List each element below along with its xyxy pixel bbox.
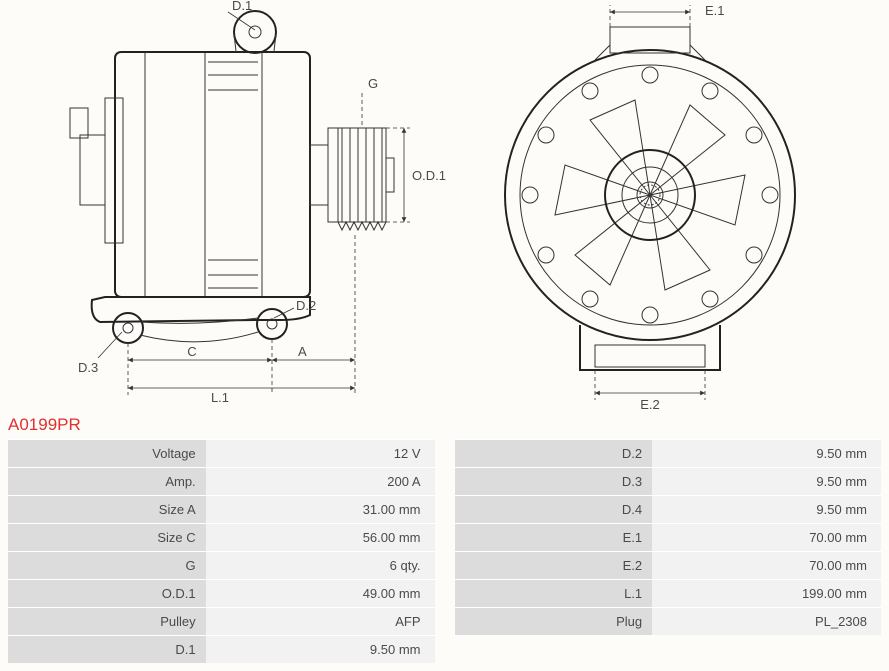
spec-row: Size C56.00 mm	[8, 523, 435, 551]
spec-label: Voltage	[8, 440, 206, 467]
label-od1: O.D.1	[412, 168, 446, 183]
part-number: A0199PR	[8, 415, 889, 435]
spec-value: 9.50 mm	[652, 468, 881, 495]
spec-row: Voltage12 V	[8, 439, 435, 467]
spec-row: O.D.149.00 mm	[8, 579, 435, 607]
spec-label: D.3	[455, 468, 653, 495]
spec-row: E.270.00 mm	[455, 551, 882, 579]
spec-row: D.19.50 mm	[8, 635, 435, 663]
spec-label: D.4	[455, 496, 653, 523]
spec-label: Plug	[455, 608, 653, 635]
spec-row: PlugPL_2308	[455, 607, 882, 635]
spec-label: E.1	[455, 524, 653, 551]
label-e1: E.1	[705, 3, 725, 18]
spec-row: E.170.00 mm	[455, 523, 882, 551]
spec-value: 70.00 mm	[652, 524, 881, 551]
spec-row: D.39.50 mm	[455, 467, 882, 495]
spec-value: 199.00 mm	[652, 580, 881, 607]
label-d2: D.2	[296, 298, 316, 313]
spec-value: 6 qty.	[206, 552, 435, 579]
spec-row: Size A31.00 mm	[8, 495, 435, 523]
spec-label: E.2	[455, 552, 653, 579]
spec-value: 9.50 mm	[206, 636, 435, 663]
spec-label: O.D.1	[8, 580, 206, 607]
spec-value: 9.50 mm	[652, 440, 881, 467]
spec-label: Size A	[8, 496, 206, 523]
spec-row: PulleyAFP	[8, 607, 435, 635]
spec-value: PL_2308	[652, 608, 881, 635]
technical-drawing: D.1 D.2 D.3 G O.D.1 C A L.1	[0, 0, 889, 413]
spec-value: 31.00 mm	[206, 496, 435, 523]
spec-label: G	[8, 552, 206, 579]
spec-row: D.29.50 mm	[455, 439, 882, 467]
label-e2: E.2	[640, 397, 660, 412]
label-c: C	[187, 344, 196, 359]
spec-label: D.1	[8, 636, 206, 663]
spec-value: 12 V	[206, 440, 435, 467]
spec-table: Voltage12 VAmp.200 ASize A31.00 mmSize C…	[0, 439, 889, 671]
spec-column-left: Voltage12 VAmp.200 ASize A31.00 mmSize C…	[8, 439, 435, 663]
spec-value: 70.00 mm	[652, 552, 881, 579]
spec-value: 200 A	[206, 468, 435, 495]
spec-row: G6 qty.	[8, 551, 435, 579]
spec-value: 9.50 mm	[652, 496, 881, 523]
spec-row: Amp.200 A	[8, 467, 435, 495]
spec-row: L.1199.00 mm	[455, 579, 882, 607]
spec-label: L.1	[455, 580, 653, 607]
spec-label: D.2	[455, 440, 653, 467]
label-l1: L.1	[211, 390, 229, 405]
spec-value: 49.00 mm	[206, 580, 435, 607]
spec-label: Size C	[8, 524, 206, 551]
label-d1: D.1	[232, 0, 252, 13]
spec-value: AFP	[206, 608, 435, 635]
spec-label: Amp.	[8, 468, 206, 495]
spec-column-right: D.29.50 mmD.39.50 mmD.49.50 mmE.170.00 m…	[455, 439, 882, 663]
label-g: G	[368, 76, 378, 91]
spec-row: D.49.50 mm	[455, 495, 882, 523]
spec-value: 56.00 mm	[206, 524, 435, 551]
label-a: A	[298, 344, 307, 359]
label-d3: D.3	[78, 360, 98, 375]
spec-label: Pulley	[8, 608, 206, 635]
